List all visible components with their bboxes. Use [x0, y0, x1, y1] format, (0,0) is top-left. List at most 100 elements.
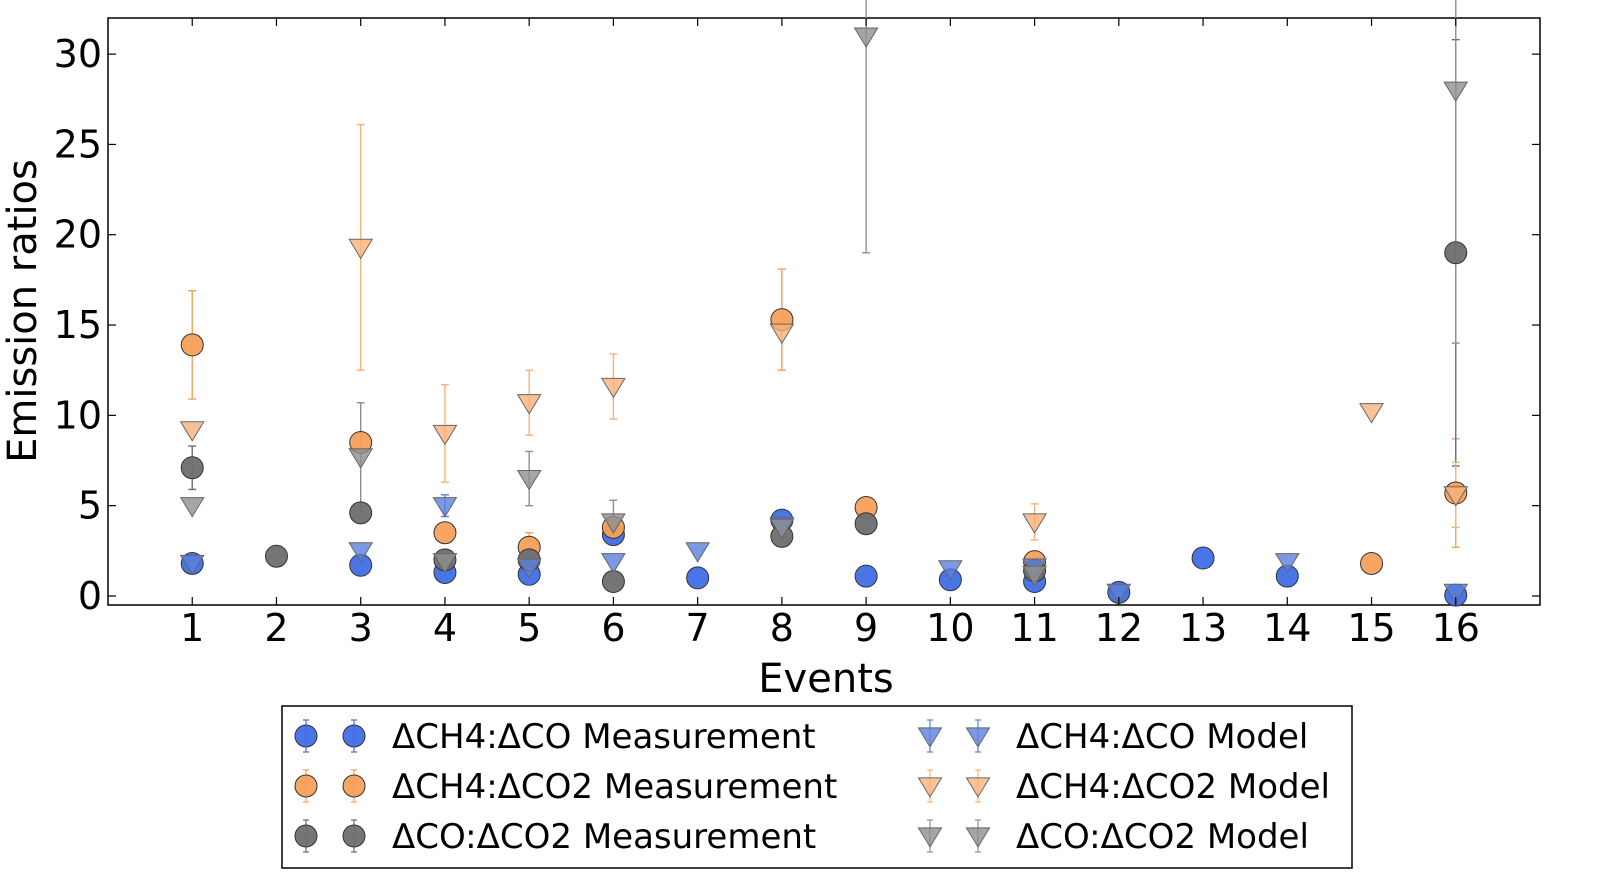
legend-marker: [917, 827, 943, 848]
x-tick-label: 16: [1432, 606, 1480, 650]
legend-marker: [294, 824, 318, 848]
x-tick-label: 6: [601, 606, 625, 650]
data-point-triangle: [600, 377, 626, 399]
series-markers-4: [179, 238, 1469, 534]
data-point-triangle: [1022, 565, 1048, 587]
data-point-circle: [686, 566, 710, 590]
data-point-triangle: [516, 394, 542, 415]
data-point-triangle: [1106, 583, 1132, 605]
legend-marker: [965, 727, 991, 748]
legend-entry: ΔCH4:ΔCO2 Model: [917, 767, 1330, 807]
x-axis-label: Events: [758, 656, 893, 702]
data-point-triangle: [179, 554, 205, 576]
series-markers-5: [179, 27, 1469, 587]
legend-entry: ΔCH4:ΔCO Model: [917, 717, 1308, 757]
x-tick-label: 1: [180, 606, 204, 650]
y-tick-label: 0: [78, 574, 102, 618]
legend-label: ΔCH4:ΔCO Model: [1016, 717, 1308, 757]
legend-label: ΔCH4:ΔCO2 Measurement: [392, 767, 837, 807]
data-point-triangle: [685, 542, 711, 563]
series-1: [188, 268, 1460, 563]
legend: ΔCH4:ΔCO Measurement ΔCH4:ΔCO2 Measuremen…: [281, 705, 1353, 869]
x-tick-label: 15: [1347, 606, 1395, 650]
data-point-triangle: [1443, 583, 1469, 605]
data-point-triangle: [1022, 513, 1048, 534]
plot-area: [107, 0, 1541, 607]
series-2: [188, 38, 1460, 491]
data-point-circle: [433, 521, 457, 545]
data-point-circle: [854, 512, 878, 536]
y-axis-ticks: 0 5 10 15 20 25 30: [54, 32, 1540, 618]
series-markers-3: [179, 497, 1469, 605]
data-point-triangle: [1443, 486, 1469, 507]
legend-label: ΔCH4:ΔCO2 Model: [1016, 767, 1330, 807]
y-axis-label: Emission ratios: [0, 159, 46, 463]
series-markers-2: [180, 241, 1468, 594]
data-point-triangle: [1443, 81, 1469, 103]
legend-marker: [342, 724, 366, 748]
data-point-circle: [1360, 551, 1384, 575]
y-tick-label: 25: [54, 122, 102, 166]
x-tick-label: 7: [686, 606, 710, 650]
data-point-triangle: [179, 421, 205, 442]
legend-label: ΔCO:ΔCO2 Model: [1016, 817, 1309, 857]
x-tick-label: 10: [926, 606, 974, 650]
data-point-triangle: [348, 448, 374, 469]
data-point-triangle: [937, 560, 963, 581]
legend-marker: [965, 827, 991, 848]
data-point-circle: [264, 544, 288, 568]
legend-marker: [294, 724, 318, 748]
x-tick-label: 5: [517, 606, 541, 650]
legend-entry: ΔCO:ΔCO2 Measurement: [294, 817, 816, 857]
series-markers-1: [180, 308, 1468, 575]
x-tick-label: 8: [770, 606, 794, 650]
x-tick-label: 9: [854, 606, 878, 650]
legend-box: [281, 705, 1353, 869]
x-tick-label: 3: [349, 606, 373, 650]
legend-marker: [342, 824, 366, 848]
data-point-triangle: [769, 518, 795, 540]
x-tick-label: 11: [1010, 606, 1058, 650]
x-axis-ticks: 1 2 3 4 5 6 7 8 9 10 11 12 13 14 15 16: [180, 18, 1480, 650]
legend-entry: ΔCH4:ΔCO Measurement: [294, 717, 816, 757]
data-point-triangle: [853, 27, 879, 48]
series-5: [356, 0, 1460, 545]
data-point-circle: [601, 570, 625, 594]
data-point-triangle: [600, 553, 626, 574]
legend-entry: ΔCH4:ΔCO2 Measurement: [294, 767, 837, 807]
data-point-triangle: [516, 558, 542, 580]
x-tick-label: 4: [433, 606, 457, 650]
data-point-circle: [180, 456, 204, 480]
x-tick-label: 13: [1179, 606, 1227, 650]
data-point-triangle: [432, 497, 458, 518]
legend-label: ΔCH4:ΔCO Measurement: [392, 717, 816, 757]
legend-marker: [342, 774, 366, 798]
data-point-triangle: [516, 469, 542, 491]
data-point-triangle: [432, 424, 458, 446]
data-point-triangle: [348, 542, 374, 563]
legend-marker: [294, 774, 318, 798]
series-markers-0: [180, 508, 1468, 607]
data-point-triangle: [348, 238, 374, 260]
plot-frame: [107, 17, 1541, 606]
y-tick-label: 15: [54, 303, 102, 347]
x-tick-label: 2: [264, 606, 288, 650]
data-point-triangle: [769, 323, 795, 345]
data-point-triangle: [600, 513, 626, 534]
data-point-triangle: [179, 497, 205, 518]
legend-entry: ΔCO:ΔCO2 Model: [917, 817, 1309, 857]
legend-marker: [917, 777, 943, 798]
data-point-triangle: [1274, 553, 1300, 574]
legend-marker: [965, 777, 991, 798]
legend-marker: [917, 727, 943, 748]
y-tick-label: 5: [78, 484, 102, 528]
y-tick-label: 30: [54, 32, 102, 76]
y-tick-label: 10: [54, 393, 102, 437]
data-point-circle: [1191, 546, 1215, 570]
y-tick-label: 20: [54, 213, 102, 257]
data-point-circle: [180, 333, 204, 357]
data-point-triangle: [1359, 403, 1384, 424]
data-point-circle: [854, 564, 878, 588]
x-tick-label: 14: [1263, 606, 1311, 650]
